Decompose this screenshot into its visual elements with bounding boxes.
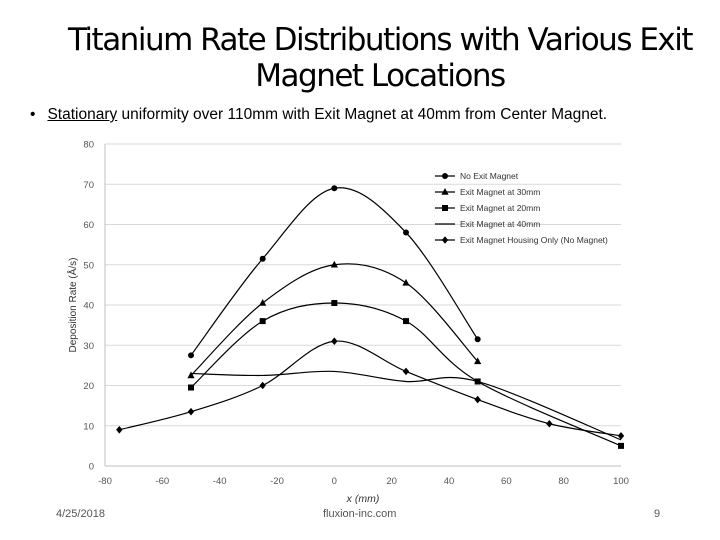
- footer-site: fluxion-inc.com: [323, 508, 397, 520]
- bullet-text: uniformity over 110mm with Exit Magnet a…: [117, 106, 608, 123]
- data-point: [402, 367, 410, 376]
- bullet-dot-icon: •: [30, 106, 36, 123]
- data-point: [116, 425, 123, 434]
- legend-label: Exit Magnet Housing Only (No Magnet): [460, 235, 608, 245]
- data-point: [474, 336, 481, 343]
- y-tick-label: 40: [83, 301, 94, 312]
- data-point: [331, 185, 338, 192]
- slide-title-line-2: Magnet Locations: [255, 58, 506, 94]
- y-tick-label: 80: [83, 140, 94, 151]
- y-tick-label: 0: [89, 462, 94, 473]
- series-line: [190, 263, 479, 376]
- x-axis-title: x (mm): [346, 493, 380, 505]
- legend-marker: [441, 236, 449, 244]
- series-line: [190, 302, 622, 447]
- data-point: [259, 318, 266, 325]
- data-point: [474, 395, 481, 404]
- data-point: [474, 357, 482, 365]
- x-tick-label: -40: [213, 476, 227, 487]
- x-tick-label: 80: [558, 476, 569, 487]
- series-0: [188, 185, 481, 359]
- series-1: [187, 260, 482, 379]
- data-point: [618, 442, 624, 449]
- data-point: [188, 384, 194, 391]
- legend-marker: [442, 205, 448, 211]
- y-tick-label: 50: [83, 260, 94, 271]
- data-point: [259, 381, 266, 390]
- data-point: [188, 352, 194, 359]
- y-tick-label: 30: [83, 341, 94, 352]
- y-tick-label: 70: [83, 180, 94, 191]
- series-line: [119, 340, 622, 437]
- data-point: [259, 255, 266, 262]
- legend-label: Exit Magnet at 30mm: [460, 187, 540, 197]
- data-point: [330, 260, 338, 268]
- x-tick-label: -80: [98, 476, 112, 487]
- legend-marker: [441, 188, 449, 195]
- legend-label: Exit Magnet at 40mm: [460, 219, 540, 229]
- data-point: [546, 419, 553, 428]
- y-tick-label: 60: [83, 220, 94, 231]
- x-tick-label: 60: [501, 476, 512, 487]
- x-tick-label: -20: [270, 476, 284, 487]
- footer-page-number: 9: [654, 508, 661, 520]
- data-point: [617, 432, 625, 440]
- legend-entry: Exit Magnet at 20mm: [435, 203, 540, 213]
- legend-label: No Exit Magnet: [460, 171, 519, 181]
- series-4: [116, 337, 625, 440]
- y-tick-label: 20: [83, 381, 94, 392]
- legend-entry: Exit Magnet at 40mm: [435, 219, 540, 229]
- data-point: [402, 278, 410, 286]
- series-3: [190, 370, 622, 441]
- slide-title-line-1: Titanium Rate Distributions with Various…: [67, 22, 694, 58]
- x-tick-label: 0: [332, 476, 337, 487]
- legend-label: Exit Magnet at 20mm: [460, 203, 540, 213]
- legend-entry: Exit Magnet Housing Only (No Magnet): [435, 235, 608, 245]
- bullet-underlined-text: Stationary: [47, 106, 118, 123]
- data-point: [187, 407, 195, 416]
- x-tick-label: -60: [155, 476, 169, 487]
- slide-title: Titanium Rate Distributions with Various…: [40, 22, 720, 94]
- y-axis-title: Deposition Rate (Å/s): [66, 257, 79, 352]
- x-tick-label: 100: [613, 476, 629, 487]
- bullet-point: • Stationary uniformity over 110mm with E…: [30, 106, 607, 124]
- y-tick-label: 10: [83, 421, 94, 432]
- data-point: [403, 229, 409, 236]
- legend-entry: No Exit Magnet: [435, 171, 519, 181]
- data-point: [331, 337, 338, 346]
- footer-date: 4/25/2018: [56, 508, 105, 520]
- legend-marker: [442, 173, 448, 179]
- series-line: [190, 370, 622, 441]
- x-tick-label: 20: [386, 476, 397, 487]
- data-point: [187, 371, 195, 379]
- data-point: [331, 299, 338, 306]
- data-point: [403, 318, 409, 325]
- data-point: [259, 298, 267, 306]
- legend-entry: Exit Magnet at 30mm: [435, 187, 540, 197]
- x-tick-label: 40: [444, 476, 455, 487]
